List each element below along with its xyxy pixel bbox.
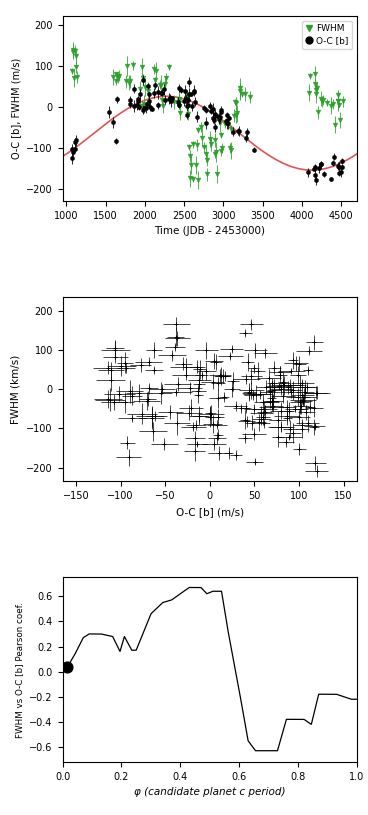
Legend: FWHM, O-C [b]: FWHM, O-C [b] xyxy=(302,21,353,49)
Y-axis label: O-C [b], FWHM (m/s): O-C [b], FWHM (m/s) xyxy=(11,58,21,159)
Y-axis label: FWHM (km/s): FWHM (km/s) xyxy=(11,355,21,424)
Point xyxy=(64,660,70,673)
Y-axis label: FWHM vs O-C [b] Pearson coef.: FWHM vs O-C [b] Pearson coef. xyxy=(15,601,24,738)
X-axis label: φ (candidate planet c period): φ (candidate planet c period) xyxy=(134,787,286,797)
X-axis label: Time (JDB - 2453000): Time (JDB - 2453000) xyxy=(154,227,265,236)
X-axis label: O-C [b] (m/s): O-C [b] (m/s) xyxy=(176,507,244,517)
